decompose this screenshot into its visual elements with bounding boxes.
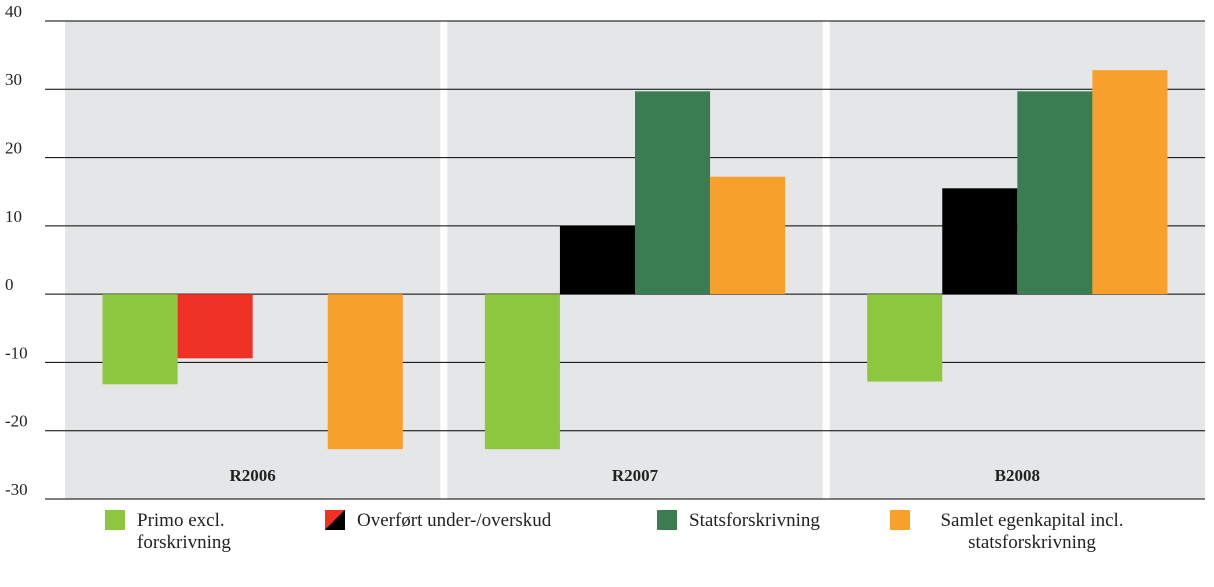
- y-tick-label: 20: [5, 138, 22, 157]
- legend-item: Overført under-/overskud: [325, 510, 551, 532]
- legend-swatch: [890, 510, 910, 530]
- y-tick-label: 30: [5, 70, 22, 89]
- legend-label: Samlet egenkapital incl. statsforskrivni…: [940, 510, 1124, 553]
- y-tick-label: -30: [5, 480, 28, 499]
- y-tick-label: -20: [5, 412, 28, 431]
- y-tick-label: 0: [5, 275, 14, 294]
- legend-swatch: [325, 510, 345, 530]
- y-tick-label: 10: [5, 207, 22, 226]
- bar: [327, 294, 403, 450]
- x-tick-label: R2006: [230, 466, 276, 485]
- legend-item: Primo excl. forskrivning: [105, 510, 257, 554]
- plot: -30 -20 -10 0 10 20 30 40 R2006 R2007 B2008: [5, 2, 1205, 500]
- bar: [1017, 91, 1093, 295]
- bar: [635, 91, 711, 295]
- bar: [942, 188, 1018, 295]
- legend-label: Primo excl. forskrivning: [137, 510, 231, 553]
- x-tick-label: R2007: [612, 466, 659, 485]
- legend-swatch: [105, 510, 125, 530]
- bar: [484, 294, 560, 450]
- bar: [1092, 70, 1168, 295]
- bar: [559, 225, 635, 295]
- legend-label: Overført under-/overskud: [357, 510, 552, 531]
- legend-swatch: [657, 510, 677, 530]
- legend-label: Statsforskrivning: [689, 510, 820, 531]
- legend-item: Samlet egenkapital incl. statsforskrivni…: [890, 510, 1142, 554]
- legend-item: Statsforskrivning: [657, 510, 820, 532]
- bar: [710, 176, 786, 295]
- y-tick-label: 40: [5, 2, 22, 21]
- bar: [102, 294, 178, 385]
- y-tick-label: -10: [5, 343, 28, 362]
- bar: [867, 294, 943, 382]
- bar: [177, 294, 253, 359]
- x-tick-label: B2008: [995, 466, 1040, 485]
